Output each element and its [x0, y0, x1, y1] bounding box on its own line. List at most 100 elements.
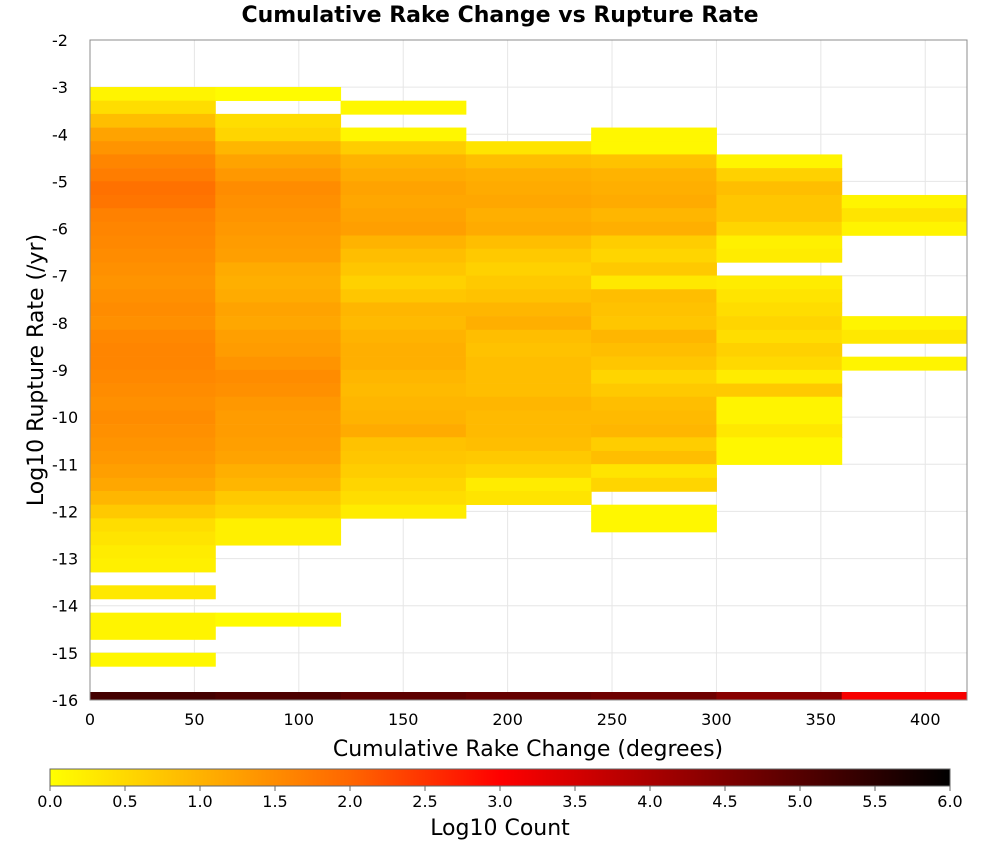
heatmap-cell	[90, 558, 216, 573]
heatmap-cell	[591, 208, 717, 223]
y-tick-label: -8	[52, 314, 68, 333]
heatmap-cell	[591, 329, 717, 344]
heatmap-cell	[716, 168, 843, 183]
heatmap-cell	[90, 316, 216, 331]
heatmap-cell	[591, 342, 717, 357]
heatmap-cell	[340, 437, 467, 452]
heatmap-cell	[90, 168, 216, 183]
heatmap-cell	[465, 181, 592, 196]
heatmap-cell	[215, 342, 342, 357]
heatmap-cell-bottom	[841, 692, 968, 700]
x-axis-label: Cumulative Rake Change (degrees)	[333, 737, 723, 762]
heatmap-cell	[591, 154, 717, 169]
heatmap-cell	[591, 396, 717, 411]
heatmap-cell	[465, 289, 592, 304]
heatmap-cell	[465, 342, 592, 357]
heatmap-cell	[90, 585, 216, 600]
heatmap-cell	[90, 424, 216, 439]
heatmap-cell	[465, 302, 592, 317]
heatmap-cell	[716, 329, 843, 344]
heatmap-cell	[591, 369, 717, 384]
heatmap-cell-bottom	[215, 692, 342, 700]
cell-layer	[90, 87, 968, 700]
heatmap-cell	[340, 208, 467, 223]
plot-frame	[89, 39, 968, 701]
heatmap-cell	[716, 437, 843, 452]
heatmap-cell	[591, 464, 717, 479]
heatmap-cell	[215, 221, 342, 236]
heatmap-cell	[215, 383, 342, 398]
heatmap-cell	[90, 504, 216, 519]
heatmap-cell	[90, 342, 216, 357]
heatmap-cell	[465, 329, 592, 344]
heatmap-cell	[90, 235, 216, 250]
heatmap-cell	[340, 181, 467, 196]
colorbar-tick-label: 0.5	[112, 792, 137, 811]
heatmap-cell	[90, 329, 216, 344]
heatmap-cell	[841, 208, 968, 223]
heatmap-cell	[215, 450, 342, 465]
heatmap-cell	[340, 410, 467, 425]
heatmap-cell	[340, 262, 467, 277]
heatmap-cell	[340, 477, 467, 492]
y-tick-label: -9	[52, 361, 68, 380]
heatmap-cell	[215, 464, 342, 479]
heatmap-cell	[465, 437, 592, 452]
heatmap-cell	[465, 396, 592, 411]
heatmap-cell	[465, 356, 592, 371]
heatmap-cell	[465, 221, 592, 236]
heatmap-cell	[90, 127, 216, 142]
heatmap-cell	[215, 437, 342, 452]
y-tick-label: -13	[52, 550, 78, 569]
y-tick-label: -10	[52, 408, 78, 427]
heatmap-cell	[215, 531, 342, 546]
x-tick-label: 350	[806, 710, 837, 729]
heatmap-cell	[90, 437, 216, 452]
heatmap-cell	[90, 652, 216, 667]
heatmap-cell	[90, 194, 216, 209]
heatmap-cell	[716, 396, 843, 411]
heatmap-cell	[340, 100, 467, 115]
heatmap-cell	[591, 262, 717, 277]
heatmap-cell	[215, 518, 342, 533]
y-tick-label: -4	[52, 125, 68, 144]
heatmap-cell	[591, 235, 717, 250]
x-tick-label: 200	[492, 710, 523, 729]
heatmap-cell	[841, 316, 968, 331]
heatmap-cell-bottom	[591, 692, 717, 700]
heatmap-cell	[591, 437, 717, 452]
heatmap-cell	[215, 127, 342, 142]
heatmap-cell	[215, 275, 342, 290]
heatmap-cell	[340, 127, 467, 142]
colorbar-tick-label: 3.5	[562, 792, 587, 811]
heatmap-cell	[465, 262, 592, 277]
heatmap-cell	[215, 504, 342, 519]
y-tick-label: -16	[52, 691, 78, 710]
colorbar-tick-label: 4.0	[637, 792, 662, 811]
heatmap-cell	[215, 154, 342, 169]
heatmap-cell	[591, 168, 717, 183]
y-tick-label: -2	[52, 31, 68, 50]
heatmap-cell	[340, 329, 467, 344]
heatmap-cell	[591, 477, 717, 492]
heatmap-cell	[90, 531, 216, 546]
heatmap-cell	[465, 154, 592, 169]
heatmap-cell	[340, 424, 467, 439]
heatmap-cell	[90, 383, 216, 398]
heatmap-cell	[716, 289, 843, 304]
heatmap-cell-bottom	[90, 692, 216, 700]
heatmap-cell	[215, 302, 342, 317]
heatmap-cell	[465, 369, 592, 384]
heatmap-cell	[716, 302, 843, 317]
y-axis-label: Log10 Rupture Rate (/yr)	[24, 234, 49, 506]
y-tick-label: -7	[52, 267, 68, 286]
heatmap-cell	[340, 275, 467, 290]
heatmap-cell	[591, 504, 717, 519]
heatmap-cell	[215, 369, 342, 384]
heatmap-cell	[591, 248, 717, 263]
heatmap-cell	[716, 181, 843, 196]
x-tick-label: 300	[701, 710, 732, 729]
heatmap-cell	[215, 410, 342, 425]
